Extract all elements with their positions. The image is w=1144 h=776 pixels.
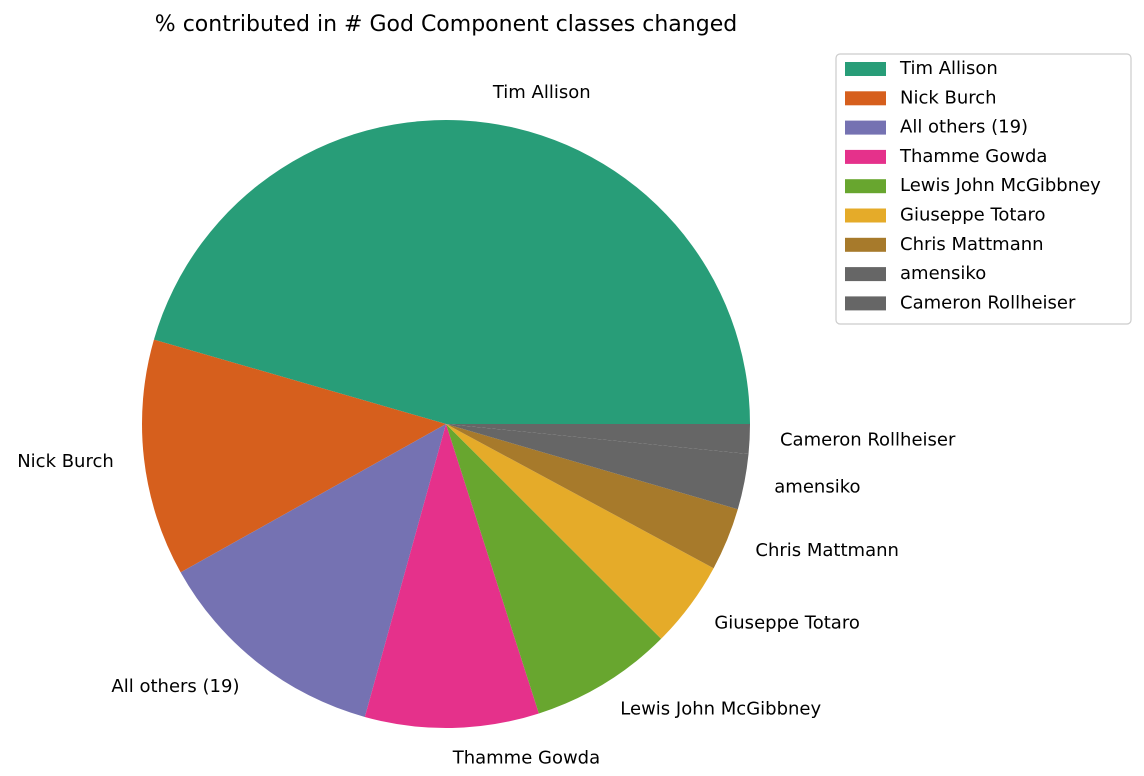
chart-title: % contributed in # God Component classes… — [155, 12, 737, 37]
legend-label-chris-mattmann: Chris Mattmann — [900, 234, 1044, 255]
legend-swatch-nick-burch — [845, 91, 886, 106]
legend-swatch-giuseppe-totaro — [845, 208, 886, 223]
pie-slice-lewis-john-mcgibbney — [446, 424, 662, 714]
legend-swatch-thamme-gowda — [845, 149, 886, 164]
legend-label-nick-burch: Nick Burch — [900, 87, 997, 108]
pie-slice-cameron-rollheiser — [446, 424, 750, 455]
slice-label-all-others-19: All others (19) — [111, 676, 239, 697]
legend-swatch-all-others-19 — [845, 120, 886, 135]
slice-label-chris-mattmann: Chris Mattmann — [755, 540, 899, 561]
legend-label-lewis-john-mcgibbney: Lewis John McGibbney — [900, 175, 1101, 196]
legend-label-tim-allison: Tim Allison — [899, 58, 998, 79]
pie-slice-thamme-gowda — [364, 424, 539, 728]
pie-slice-chris-mattmann — [446, 424, 738, 569]
pie-slice-tim-allison — [153, 119, 750, 424]
slice-label-lewis-john-mcgibbney: Lewis John McGibbney — [620, 698, 821, 719]
legend-label-thamme-gowda: Thamme Gowda — [899, 146, 1047, 167]
legend-label-amensiko: amensiko — [900, 263, 986, 284]
legend-swatch-cameron-rollheiser — [845, 296, 886, 311]
slice-label-nick-burch: Nick Burch — [17, 451, 114, 472]
pie-slice-giuseppe-totaro — [446, 424, 714, 639]
slice-label-thamme-gowda: Thamme Gowda — [452, 747, 600, 768]
pie-slices — [142, 119, 750, 728]
slice-label-giuseppe-totaro: Giuseppe Totaro — [714, 613, 860, 634]
pie-slice-nick-burch — [142, 339, 446, 573]
pie-slice-all-others-19 — [180, 424, 446, 717]
legend-label-giuseppe-totaro: Giuseppe Totaro — [900, 205, 1046, 226]
legend-swatch-lewis-john-mcgibbney — [845, 179, 886, 194]
legend: Tim Allison Nick Burch All others (19) Tham… — [835, 53, 1132, 325]
pie-slice-amensiko — [446, 424, 749, 510]
slice-label-tim-allison: Tim Allison — [492, 82, 591, 103]
slice-labels: Tim Allison Nick Burch All others (19) Tham… — [17, 82, 956, 768]
legend-swatch-amensiko — [845, 267, 886, 282]
slice-label-amensiko: amensiko — [774, 477, 860, 498]
legend-frame — [835, 53, 1132, 325]
slice-label-cameron-rollheiser: Cameron Rollheiser — [780, 430, 956, 451]
legend-swatch-tim-allison — [845, 62, 886, 76]
legend-swatch-chris-mattmann — [845, 237, 886, 252]
legend-label-all-others-19: All others (19) — [900, 117, 1028, 138]
legend-label-cameron-rollheiser: Cameron Rollheiser — [900, 292, 1076, 313]
